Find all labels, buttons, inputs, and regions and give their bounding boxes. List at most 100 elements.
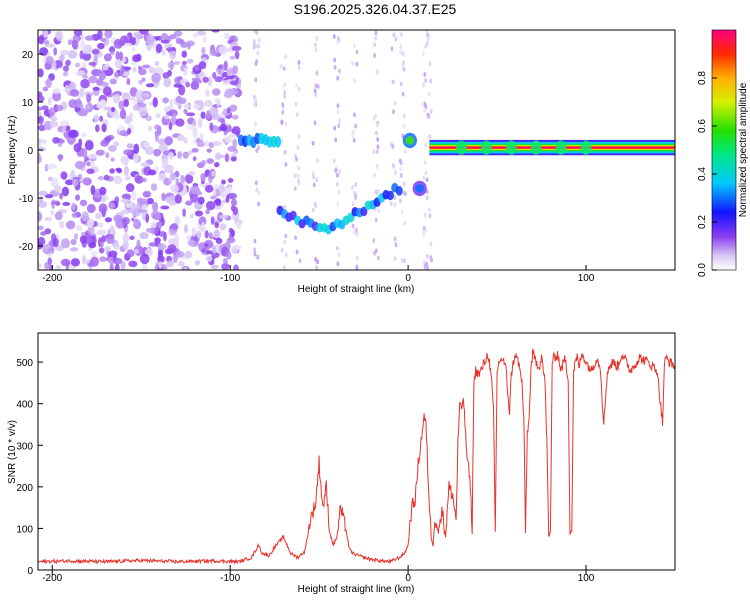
noise-speckle [168,122,173,131]
noise-speckle [429,109,433,115]
noise-speckle [403,258,407,264]
noise-speckle [295,156,298,162]
noise-speckle [132,66,137,73]
noise-speckle [424,227,428,233]
noise-speckle [44,261,50,270]
noise-speckle [185,81,191,88]
noise-speckle [280,120,284,125]
noise-speckle [334,137,338,143]
noise-speckle [113,214,123,223]
noise-speckle [99,256,107,263]
noise-speckle [351,60,355,66]
noise-speckle [355,227,359,233]
noise-speckle [211,30,220,33]
noise-speckle [427,114,431,119]
noise-speckle [38,262,42,269]
noise-speckle [116,168,123,174]
noise-speckle [229,80,239,86]
noise-speckle [103,53,112,62]
noise-speckle [214,98,220,104]
noise-speckle [201,248,206,253]
noise-speckle [223,32,230,40]
noise-speckle [234,50,240,60]
noise-speckle [143,141,150,149]
noise-speckle [88,242,97,249]
noise-speckle [227,67,234,77]
noise-speckle [77,110,88,117]
noise-speckle [51,200,60,205]
noise-speckle [210,264,219,270]
noise-speckle [133,143,140,154]
noise-speckle [393,170,397,175]
noise-speckle [125,183,135,193]
x-tick-label: -100 [220,273,240,284]
noise-speckle [425,253,429,259]
noise-speckle [252,44,256,50]
noise-speckle [86,93,92,104]
noise-speckle [52,88,61,94]
noise-speckle [122,240,129,251]
noise-speckle [38,106,44,111]
noise-speckle [201,46,206,55]
noise-speckle [402,123,406,129]
noise-speckle [142,64,151,69]
noise-speckle [355,231,359,237]
noise-speckle [297,173,300,179]
noise-speckle [186,124,196,130]
noise-speckle [372,116,376,121]
noise-speckle [255,43,259,49]
noise-speckle [121,209,128,215]
noise-speckle [133,248,139,254]
noise-speckle [196,141,205,148]
noise-speckle [101,123,107,133]
noise-speckle [99,186,107,196]
noise-speckle [297,60,301,65]
noise-speckle [58,138,65,144]
noise-speckle [165,111,174,116]
noise-speckle [231,126,241,136]
noise-speckle [109,78,117,85]
noise-speckle [219,223,227,231]
arc-blob [347,212,355,223]
noise-speckle [111,106,116,113]
noise-speckle [210,216,215,225]
noise-speckle [146,44,152,52]
noise-speckle [337,252,341,257]
noise-speckle [297,165,301,171]
noise-speckle [65,59,71,67]
noise-speckle [70,238,77,246]
x-tick-label: 100 [578,573,595,584]
noise-speckle [393,195,397,201]
noise-speckle [47,257,52,266]
noise-speckle [429,241,433,247]
noise-speckle [103,106,112,111]
noise-speckle [428,61,432,67]
noise-speckle [332,158,336,164]
noise-speckle [87,225,95,235]
noise-speckle [98,247,105,254]
noise-speckle [335,181,339,187]
spot-core [415,184,425,193]
noise-speckle [297,178,300,184]
noise-speckle [69,247,79,252]
noise-speckle [103,246,112,251]
noise-speckle [227,178,234,183]
noise-speckle [295,82,298,88]
noise-speckle [217,64,224,70]
noise-speckle [207,76,213,87]
noise-speckle [227,145,237,152]
noise-speckle [375,149,379,155]
noise-speckle [354,182,358,187]
noise-speckle [316,259,320,265]
noise-speckle [138,102,147,108]
noise-speckle [59,120,70,127]
noise-speckle [400,209,404,214]
noise-speckle [162,264,168,270]
noise-speckle [376,255,380,261]
noise-speckle [65,220,76,230]
noise-speckle [132,54,141,63]
noise-speckle [200,159,207,166]
noise-speckle [80,40,85,51]
noise-speckle [169,49,177,60]
y-tick-label: 400 [16,400,33,411]
